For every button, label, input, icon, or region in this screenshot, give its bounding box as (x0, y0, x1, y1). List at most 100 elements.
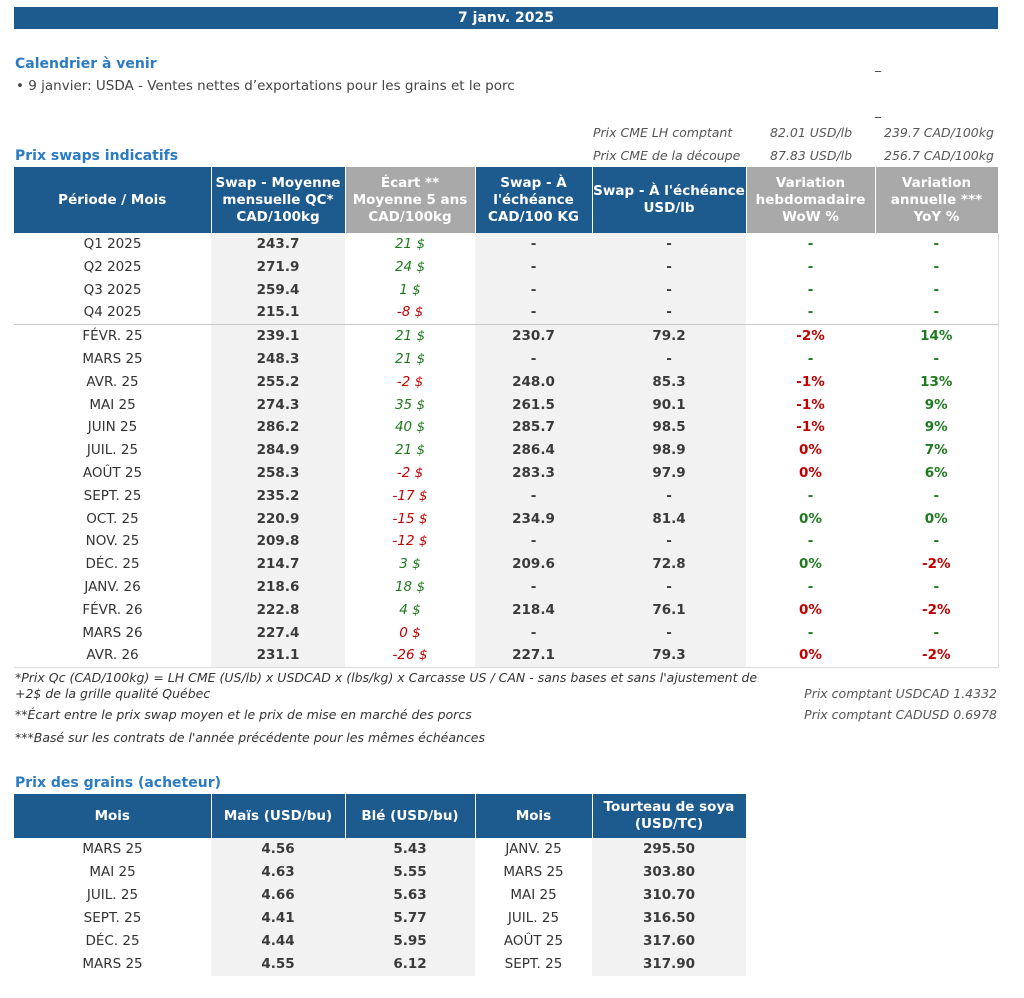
grains-header-month: Mois (14, 794, 212, 838)
grain-month-cell: MARS 25 (82, 956, 143, 972)
swap-usd-cell: 76.1 (592, 598, 746, 622)
swap-avg-cell: 258.3 (211, 461, 345, 485)
wheat-price-cell: 6.12 (345, 953, 475, 976)
swap-cad-cell: 283.3 (475, 461, 592, 485)
period-cell: FÉVR. 26 (82, 601, 143, 618)
ecart-cell: 21 $ (345, 324, 475, 348)
swap-avg-cell: 235.2 (211, 484, 345, 508)
soymeal-price-cell: 316.50 (592, 907, 746, 930)
ecart-cell: 18 $ (394, 578, 426, 595)
swap-usd-cell: - (592, 575, 746, 599)
period-cell: SEPT. 25 (83, 487, 142, 504)
grains-title: Prix des grains (acheteur) (15, 775, 222, 791)
swap-usd-cell: - (592, 278, 746, 302)
yoy-cell: 7% (924, 442, 948, 459)
ecart-cell: -15 $ (392, 510, 428, 527)
table-row: FÉVR. 25 239.1 21 $230.7 79.2 -2% 14% (14, 324, 998, 348)
corn-price-cell: 4.41 (211, 907, 345, 930)
cme-label: Prix CME LH comptant (593, 125, 733, 140)
wow-cell: - (807, 258, 814, 275)
period-cell: JUIN 25 (87, 419, 138, 436)
soymeal-month-cell: MAI 25 (510, 887, 557, 903)
calendar-item: • 9 janvier: USDA - Ventes nettes d’expo… (16, 78, 515, 94)
table-row: MAI 25 274.3 35 $ 261.5 90.1 -1% 9% (14, 393, 998, 417)
swaps-table-body: Q1 2025 243.7 21 $ - - - - Q2 2025 271.9 24 $ - - - -… (14, 233, 998, 668)
ecart-cell: 21 $ (394, 236, 426, 252)
yoy-cell: - (933, 350, 940, 367)
swap-usd-cell: - (592, 621, 746, 645)
report-date-banner: 7 janv. 2025 (14, 7, 998, 29)
soymeal-month-cell: JANV. 25 (505, 841, 562, 857)
period-cell: DÉC. 25 (85, 556, 140, 573)
swap-avg-cell: 286.2 (211, 416, 345, 440)
grain-month-cell: SEPT. 25 (83, 910, 142, 926)
table-row: MARS 25 4.55 6.12 SEPT. 25 317.90 (14, 953, 746, 976)
footnote-formula-line1: *Prix Qc (CAD/100kg) = LH CME (US/lb) x … (15, 670, 758, 685)
grains-table-body: MARS 25 4.56 5.43 JANV. 25 295.50 MAI 25 4.63 5… (14, 838, 746, 976)
soymeal-month-cell: AOÛT 25 (503, 933, 564, 949)
yoy-cell: - (933, 487, 940, 504)
yoy-cell: 14% (875, 324, 998, 348)
yoy-cell: - (933, 236, 940, 252)
ecart-cell: 0 $ (399, 624, 421, 641)
table-row: Q3 2025 259.4 1 $ - - - - (14, 278, 998, 302)
ecart-cell: 21 $ (394, 442, 426, 459)
col-header-swap-usd: Swap - À l'échéance USD/lb (592, 167, 747, 233)
swap-usd-cell: 98.9 (592, 439, 746, 462)
grain-month-cell: MARS 25 (82, 841, 143, 857)
swap-usd-cell: 79.2 (592, 324, 746, 348)
yoy-cell: - (933, 281, 940, 298)
yoy-cell: 9% (924, 419, 948, 436)
swap-avg-cell: 227.4 (211, 621, 345, 645)
soymeal-month-cell: JUIL. 25 (507, 910, 560, 926)
swap-avg-cell: 214.7 (211, 553, 345, 576)
wow-cell: 0% (799, 556, 822, 573)
col-header-swap-cad: Swap - À l'échéance CAD/100 KG (475, 167, 593, 233)
swap-avg-cell: 271.9 (211, 255, 345, 279)
swap-cad-cell: 209.6 (475, 553, 592, 576)
ecart-cell: -2 $ (396, 464, 424, 481)
grains-header-month2: Mois (475, 794, 593, 838)
swap-cad-cell: - (475, 278, 592, 302)
table-row: AVR. 25 255.2 -2 $ 248.0 85.3 -1% 13% (14, 370, 998, 394)
cme-cad-value: 239.7 CAD/100kg (884, 125, 994, 140)
table-row: DÉC. 25 214.7 3 $ 209.6 72.8 0% -2% (14, 553, 998, 576)
wow-cell: - (807, 578, 814, 595)
swap-avg-cell: 248.3 (211, 347, 345, 371)
grain-month-cell: MAI 25 (89, 864, 136, 880)
period-cell: JANV. 26 (84, 578, 141, 595)
period-cell: Q2 2025 (83, 258, 142, 275)
dash-mark: _ (875, 104, 881, 118)
period-cell: MARS 26 (82, 624, 143, 641)
swap-avg-cell: 239.1 (211, 324, 345, 348)
table-row: JUIL. 25 284.9 21 $ 286.4 98.9 0% 7% (14, 439, 998, 462)
col-header-ecart: Écart ** Moyenne 5 ans CAD/100kg (345, 167, 476, 233)
col-header-swap-avg: Swap - Moyenne mensuelle QC* CAD/100kg (211, 167, 346, 233)
swap-cad-cell: - (475, 530, 592, 554)
table-row: FÉVR. 26 222.8 4 $ 218.4 76.1 0% -2% (14, 598, 998, 622)
wow-cell: -1% (796, 396, 825, 413)
swap-usd-cell: - (592, 530, 746, 554)
swap-avg-cell: 218.6 (211, 575, 345, 599)
wheat-price-cell: 5.55 (345, 861, 475, 884)
ecart-cell: 21 $ (394, 350, 426, 367)
yoy-cell: -2% (921, 556, 951, 573)
grain-month-cell: DÉC. 25 (85, 933, 140, 949)
soymeal-month-cell: SEPT. 25 (504, 956, 563, 972)
wow-cell: 0% (799, 647, 822, 664)
swap-cad-cell: - (475, 621, 592, 645)
period-cell: Q4 2025 (83, 304, 142, 321)
ecart-cell: -8 $ (396, 304, 424, 321)
wow-cell: -1% (796, 373, 825, 390)
swaps-table: Période / Mois Swap - Moyenne mensuelle … (14, 167, 999, 669)
table-row: JUIN 25 286.2 40 $ 285.7 98.5 -1% 9% (14, 416, 998, 440)
swap-usd-cell: - (592, 233, 746, 256)
col-header-period: Période / Mois (14, 167, 212, 233)
soymeal-price-cell: 310.70 (592, 884, 746, 907)
wow-cell: - (807, 350, 814, 367)
swap-avg-cell: 215.1 (211, 301, 345, 325)
yoy-cell: - (933, 624, 940, 641)
swap-usd-cell: 98.5 (592, 416, 746, 440)
swap-usd-cell: 97.9 (592, 461, 746, 485)
swap-avg-cell: 259.4 (211, 278, 345, 302)
